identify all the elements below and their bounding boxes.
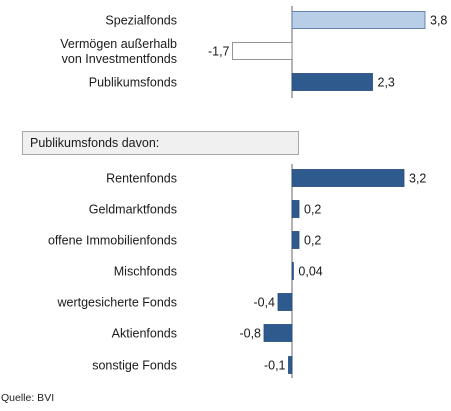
source-note: Quelle: BVI [1,392,55,404]
category-label: offene Immobilienfonds [48,233,177,247]
bar [291,73,373,91]
value-label: 3,8 [430,13,447,27]
bar [291,262,294,280]
value-label: 2,3 [378,75,395,89]
category-label: Geldmarktfonds [89,202,177,216]
bar [291,169,405,187]
value-label: 0,2 [304,233,321,247]
value-label: 0,2 [304,202,321,216]
category-label: von Investmentfonds [62,52,177,66]
bar [232,42,293,60]
category-label: Rentenfonds [106,171,177,185]
value-label: -0,1 [264,358,286,372]
group-heading-box: Publikumsfonds davon: [22,131,299,155]
value-label: 0,04 [298,264,322,278]
category-label: Spezialfonds [105,13,177,27]
category-label: Aktienfonds [112,326,177,340]
bar [291,200,300,218]
bar [277,293,293,311]
value-label: 3,2 [409,171,426,185]
category-label: Publikumsfonds [89,75,177,89]
category-label: wertgesicherte Fonds [56,295,177,309]
value-label: -0,8 [239,326,261,340]
value-label: -1,7 [208,44,230,58]
group-heading-label: Publikumsfonds davon: [30,136,160,150]
category-label: Mischfonds [114,264,177,278]
category-label: Vermögen außerhalb [60,37,177,51]
bar [291,11,426,29]
bar [288,356,293,374]
category-label: sonstige Fonds [92,358,177,372]
bar [291,231,300,249]
bar [263,324,293,342]
value-label: -0,4 [253,295,275,309]
